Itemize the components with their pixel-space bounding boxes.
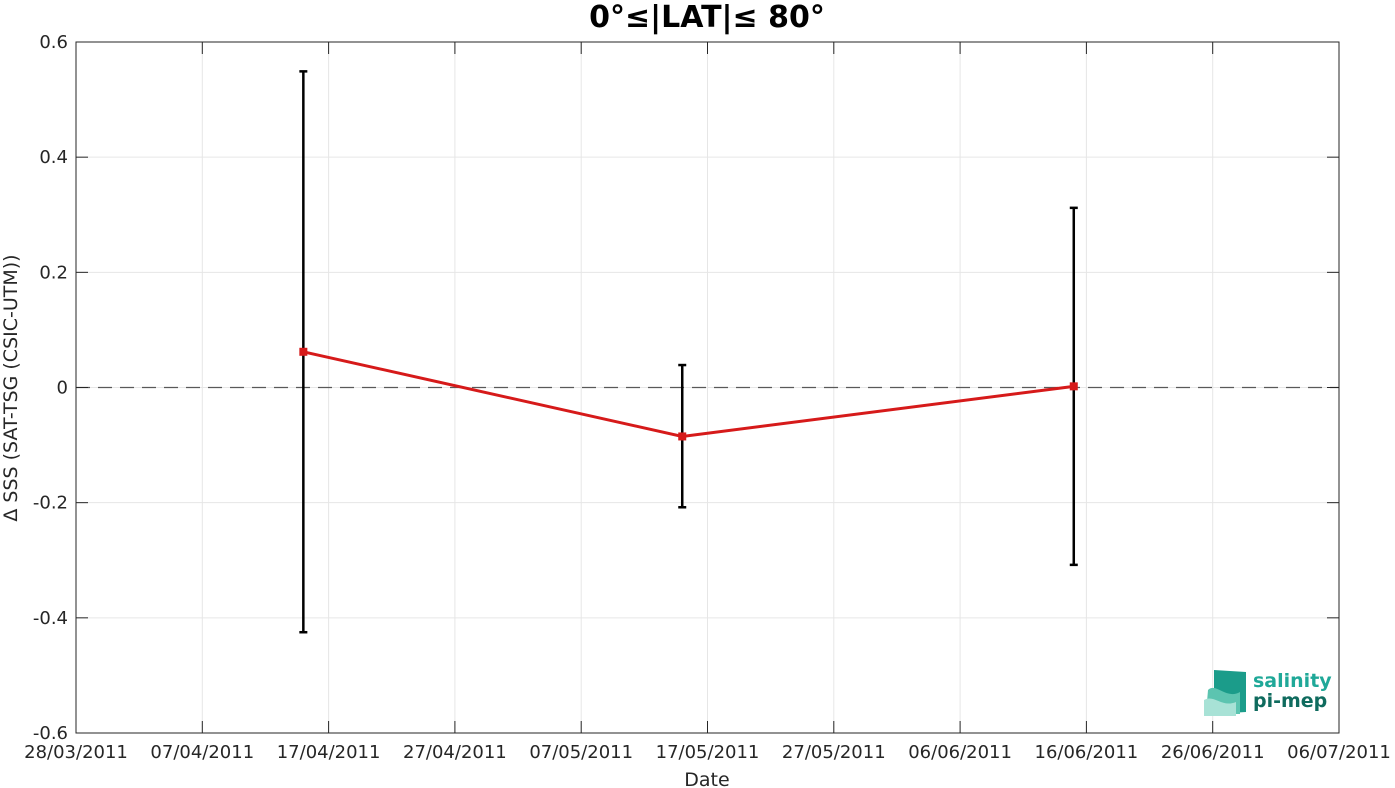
logo-text-pi-mep: pi-mep (1253, 690, 1327, 712)
y-tick-label: 0.6 (39, 32, 68, 53)
chart-title: 0°≤|LAT|≤ 80° (589, 0, 825, 35)
x-tick-label: 16/06/2011 (1035, 742, 1139, 763)
x-tick-label: 06/07/2011 (1287, 742, 1391, 763)
x-tick-label: 07/05/2011 (529, 742, 633, 763)
x-axis-label: Date (684, 769, 729, 788)
x-tick-label: 17/04/2011 (277, 742, 381, 763)
y-tick-label: 0.4 (39, 147, 68, 168)
data-point (678, 432, 687, 441)
y-tick-label: 0 (57, 378, 68, 399)
x-tick-label: 26/06/2011 (1161, 742, 1265, 763)
y-axis-label: Δ SSS (SAT-TSG (CSIC-UTM)) (0, 254, 22, 521)
plot-area-frame (75, 41, 1340, 734)
y-tick-label: -0.6 (33, 723, 68, 744)
y-tick-label: -0.2 (33, 493, 68, 514)
x-tick-label: 27/05/2011 (782, 742, 886, 763)
x-tick-label: 27/04/2011 (403, 742, 507, 763)
wave-logo-icon (1204, 670, 1246, 716)
x-tick-label: 17/05/2011 (656, 742, 760, 763)
x-tick-label: 28/03/2011 (24, 742, 128, 763)
data-point (299, 347, 308, 356)
y-tick-label: 0.2 (39, 262, 68, 283)
data-markers (299, 347, 1078, 441)
y-tick-label: -0.4 (33, 608, 68, 629)
x-tick-label: 07/04/2011 (150, 742, 254, 763)
axis-ticks: 28/03/2011 07/04/2011 17/04/2011 27/04/2011… (24, 32, 1391, 763)
logo-text-salinity: salinity (1253, 670, 1332, 692)
salinity-pi-mep-logo: salinity pi-mep (1204, 670, 1332, 716)
data-point (1069, 382, 1078, 391)
x-tick-label: 06/06/2011 (908, 742, 1012, 763)
